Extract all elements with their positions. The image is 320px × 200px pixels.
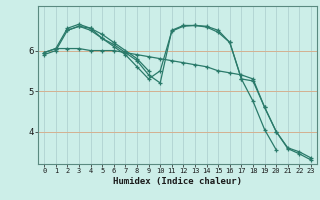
X-axis label: Humidex (Indice chaleur): Humidex (Indice chaleur) — [113, 177, 242, 186]
